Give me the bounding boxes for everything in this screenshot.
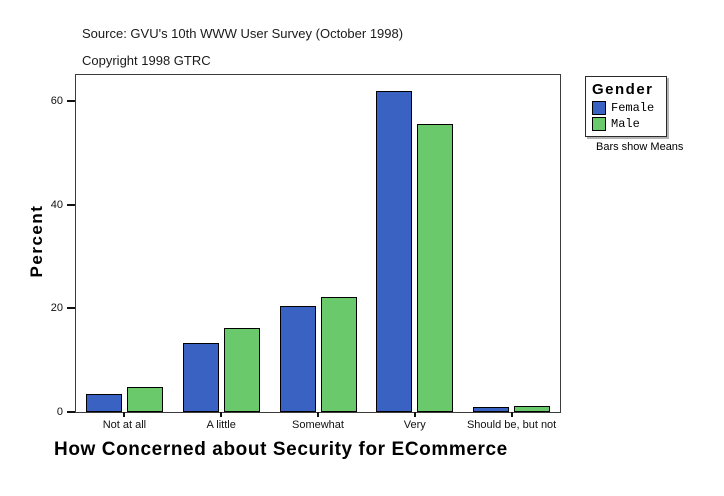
legend-note: Bars show Means — [596, 141, 684, 153]
legend-item-male: Male — [592, 117, 660, 131]
y-axis-tick — [67, 99, 75, 102]
bar-female-1 — [85, 394, 122, 412]
x-axis-tick — [413, 412, 416, 417]
bar-female-4 — [376, 90, 413, 412]
legend-title: Gender — [592, 81, 654, 98]
legend-item-label: Male — [611, 117, 640, 131]
bar-male-4 — [417, 123, 454, 412]
chart-title: How Concerned about Security for ECommer… — [54, 439, 508, 460]
y-axis-title: Percent — [27, 204, 46, 278]
bar-male-3 — [320, 296, 357, 412]
bar-female-3 — [279, 306, 316, 412]
x-axis-category-label: Not at all — [102, 419, 147, 431]
x-axis-tick — [220, 412, 223, 417]
bar-male-5 — [514, 406, 551, 412]
bar-female-5 — [473, 407, 510, 412]
y-axis-tick-label: 40 — [50, 198, 63, 211]
copyright-text: Copyright 1998 GTRC — [82, 53, 211, 68]
legend-item-label: Female — [611, 101, 655, 115]
female-color-swatch — [592, 101, 606, 115]
source-text: Source: GVU's 10th WWW User Survey (Octo… — [82, 26, 404, 41]
y-axis-tick — [67, 203, 75, 206]
x-axis-category-label: A little — [206, 419, 236, 431]
y-axis-tick-label: 60 — [50, 94, 63, 107]
y-axis-tick-label: 20 — [50, 302, 63, 315]
male-color-swatch — [592, 117, 606, 131]
legend-item-female: Female — [592, 101, 660, 115]
y-axis-tick — [67, 307, 75, 310]
x-axis-category-label: Somewhat — [292, 419, 344, 431]
bar-female-2 — [182, 342, 219, 412]
y-axis-tick-label: 0 — [56, 406, 63, 418]
y-axis-tick — [67, 411, 75, 413]
legend: Gender Female Male — [585, 76, 667, 137]
x-axis-tick — [317, 412, 319, 417]
x-axis-tick — [510, 412, 513, 417]
x-axis-category-label: Very — [403, 419, 426, 431]
x-axis-tick — [123, 412, 126, 417]
bar-male-1 — [126, 387, 163, 412]
bar-male-2 — [223, 328, 260, 412]
plot-area: 0 20 40 60 Not at all A little Somewhat Very Sho… — [51, 74, 561, 431]
x-axis-category-label: Should be, but not — [466, 419, 557, 431]
